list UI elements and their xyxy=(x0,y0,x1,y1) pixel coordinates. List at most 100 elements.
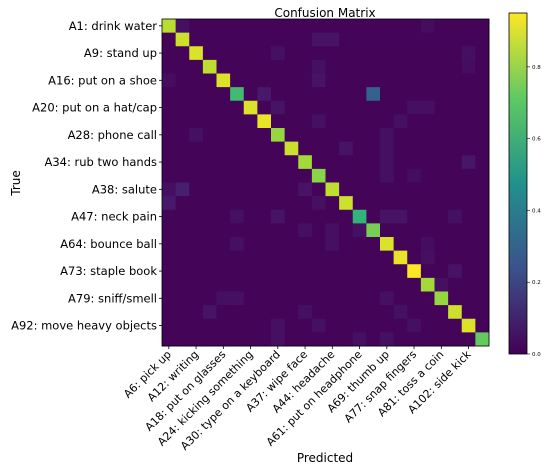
heatmap-cell xyxy=(189,46,204,61)
heatmap-cell xyxy=(243,73,258,88)
heatmap-cell xyxy=(420,87,435,102)
heatmap-cell xyxy=(366,305,381,320)
heatmap-cell xyxy=(420,305,435,320)
heatmap-cell xyxy=(216,332,231,347)
heatmap-cell xyxy=(230,100,245,115)
heatmap-cell xyxy=(461,128,476,143)
heatmap-cell xyxy=(202,114,217,129)
heatmap-cell xyxy=(420,100,435,115)
heatmap-cell xyxy=(434,155,449,170)
heatmap-cell xyxy=(393,291,408,306)
heatmap-cell xyxy=(352,196,367,211)
heatmap-cell xyxy=(257,196,272,211)
heatmap-cell xyxy=(162,305,177,320)
heatmap-cell xyxy=(298,332,313,347)
heatmap-cell xyxy=(325,209,340,224)
heatmap-cell xyxy=(202,305,217,320)
heatmap-cell xyxy=(311,196,326,211)
heatmap-cell xyxy=(230,155,245,170)
heatmap-cell xyxy=(216,128,231,143)
heatmap-cell xyxy=(352,291,367,306)
heatmap-cell xyxy=(420,182,435,197)
heatmap-cell xyxy=(162,291,177,306)
heatmap-cell xyxy=(475,32,490,47)
heatmap-cell xyxy=(461,46,476,61)
heatmap-cell xyxy=(393,141,408,156)
heatmap-cell xyxy=(407,318,422,333)
heatmap-cell xyxy=(311,223,326,238)
heatmap-cell xyxy=(461,223,476,238)
heatmap-cell xyxy=(448,264,463,279)
heatmap-cell xyxy=(284,87,299,102)
heatmap-cell xyxy=(366,250,381,265)
heatmap-cell xyxy=(257,46,272,61)
heatmap-cell xyxy=(189,264,204,279)
heatmap-cell xyxy=(393,264,408,279)
heatmap-cell xyxy=(230,73,245,88)
y-tick-label: A1: drink water xyxy=(69,19,158,33)
heatmap-cell xyxy=(202,332,217,347)
heatmap-cell xyxy=(434,291,449,306)
heatmap-cell xyxy=(393,237,408,252)
heatmap-cell xyxy=(352,32,367,47)
heatmap-cell xyxy=(202,168,217,183)
heatmap-cell xyxy=(366,114,381,129)
heatmap-cell xyxy=(380,114,395,129)
heatmap-cell xyxy=(243,196,258,211)
heatmap-cell xyxy=(243,318,258,333)
chart-title: Confusion Matrix xyxy=(274,6,375,20)
heatmap-cell xyxy=(284,250,299,265)
heatmap-cell xyxy=(380,87,395,102)
heatmap-cell xyxy=(339,59,354,74)
heatmap-cell xyxy=(325,73,340,88)
heatmap-cell xyxy=(202,128,217,143)
heatmap-cell xyxy=(298,305,313,320)
heatmap-cell xyxy=(352,264,367,279)
heatmap-cell xyxy=(461,155,476,170)
heatmap-cell xyxy=(461,196,476,211)
heatmap-cell xyxy=(216,209,231,224)
heatmap-cell xyxy=(284,59,299,74)
heatmap-cell xyxy=(230,305,245,320)
heatmap-cell xyxy=(325,318,340,333)
heatmap-cell xyxy=(298,100,313,115)
heatmap-cell xyxy=(461,305,476,320)
heatmap-cell xyxy=(243,87,258,102)
heatmap-cell xyxy=(284,155,299,170)
heatmap-cell xyxy=(366,46,381,61)
heatmap-cell xyxy=(257,19,272,34)
heatmap-cell xyxy=(393,332,408,347)
heatmap-cell xyxy=(366,223,381,238)
heatmap-cell xyxy=(461,264,476,279)
heatmap-cell xyxy=(175,32,190,47)
heatmap-cell xyxy=(420,196,435,211)
heatmap-cell xyxy=(175,128,190,143)
heatmap-cell xyxy=(284,73,299,88)
heatmap-cell xyxy=(325,59,340,74)
heatmap-cell xyxy=(271,100,286,115)
heatmap-cell xyxy=(380,168,395,183)
heatmap-cell xyxy=(407,128,422,143)
heatmap-cell xyxy=(448,305,463,320)
heatmap-cell xyxy=(243,250,258,265)
heatmap-cell xyxy=(175,237,190,252)
heatmap-cell xyxy=(271,237,286,252)
heatmap-cell xyxy=(325,182,340,197)
heatmap-cell xyxy=(243,114,258,129)
heatmap-cell xyxy=(230,32,245,47)
heatmap-cell xyxy=(162,168,177,183)
heatmap-cells xyxy=(162,19,490,347)
heatmap-cell xyxy=(257,59,272,74)
heatmap-cell xyxy=(434,250,449,265)
heatmap-cell xyxy=(352,318,367,333)
heatmap-cell xyxy=(189,182,204,197)
heatmap-cell xyxy=(271,196,286,211)
heatmap-cell xyxy=(311,237,326,252)
heatmap-cell xyxy=(298,264,313,279)
heatmap-cell xyxy=(243,59,258,74)
heatmap-cell xyxy=(202,291,217,306)
heatmap-cell xyxy=(352,46,367,61)
heatmap-cell xyxy=(407,250,422,265)
heatmap-cell xyxy=(284,209,299,224)
heatmap-cell xyxy=(230,114,245,129)
